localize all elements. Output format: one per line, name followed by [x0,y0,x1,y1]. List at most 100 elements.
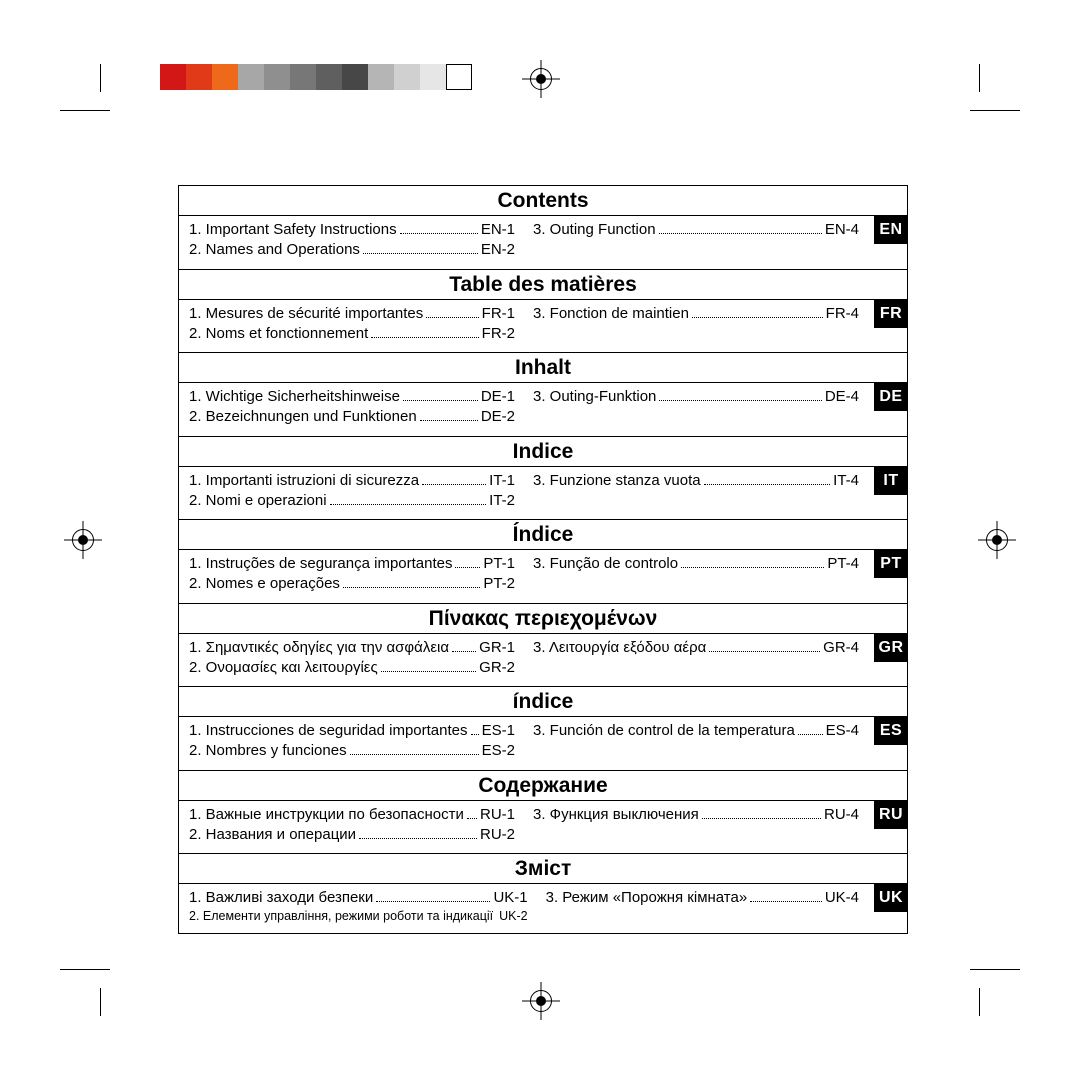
crop-mark [970,969,1020,970]
toc-entry-page: EN-2 [481,240,515,260]
toc-entry-label: 2. Noms et fonctionnement [189,324,368,344]
leader-dots [692,304,823,318]
crop-mark [60,969,110,970]
color-swatch [238,64,264,90]
toc-entry: 3. Режим «Порожня кімната»UK-4 [546,888,859,908]
toc-column-right: 3. Função de controlo PT-4 [533,554,859,595]
toc-entry-page: ES-2 [482,741,515,761]
toc-entry-label: 1. Важливі заходи безпеки [189,888,373,908]
color-swatch [446,64,472,90]
leader-dots [371,324,478,338]
toc-entry-label: 2. Ονομασίες και λειτουργίες [189,658,378,678]
toc-entry-label: 1. Important Safety Instructions [189,220,397,240]
toc-column-left: 1. Importanti istruzioni di sicurezzaIT-… [189,471,515,512]
crop-mark [979,64,980,92]
toc-entry-page: ES-4 [826,721,859,741]
toc-entry-page: PT-1 [483,554,515,574]
toc-entry-page: GR-4 [823,638,859,658]
toc-entry-page: IT-2 [489,491,515,511]
section-title: Table des matières [179,270,907,300]
toc-section-uk: ЗмістUK1. Важливі заходи безпекиUK-12. Е… [178,853,908,934]
toc-entry: 2. Nomes e operaçõesPT-2 [189,574,515,594]
toc-entry-page: RU-1 [480,805,515,825]
section-title: Indice [179,437,907,467]
section-body: 1. Wichtige SicherheitshinweiseDE-12. Be… [179,383,907,436]
color-swatch [316,64,342,90]
leader-dots [659,388,821,402]
registration-mark-bottom [528,988,554,1014]
toc-column-left: 1. Instrucciones de seguridad importante… [189,721,515,762]
toc-section-ru: СодержаниеRU1. Важные инструкции по безо… [178,770,908,854]
leader-dots [709,638,820,652]
toc-entry-page: ES-1 [482,721,515,741]
calibration-color-bar [160,64,472,90]
toc-entry: 3. Функция выключенияRU-4 [533,805,859,825]
leader-dots [702,805,821,819]
toc-entry-label: 3. Outing Function [533,220,656,240]
toc-entry: 2. Названия и операцииRU-2 [189,825,515,845]
toc-entry-label: 1. Instruções de segurança importantes [189,554,452,574]
toc-entry-page: RU-2 [480,825,515,845]
registration-mark-top [528,66,554,92]
toc-entry: 1. Σημαντικές οδηγίες για την ασφάλειαGR… [189,638,515,658]
toc-entry-label: 3. Função de controlo [533,554,678,574]
toc-entry: 2. Елементи управління, режими роботи та… [189,908,528,925]
toc-entry-label: 2. Nomes e operações [189,574,340,594]
leader-dots [350,742,479,756]
crop-mark [60,110,110,111]
crop-mark [979,988,980,1016]
color-swatch [212,64,238,90]
toc-page: ContentsEN1. Important Safety Instructio… [178,185,908,934]
leader-dots [426,304,478,318]
toc-entry-label: 3. Режим «Порожня кімната» [546,888,748,908]
toc-entry: 1. Wichtige SicherheitshinweiseDE-1 [189,387,515,407]
toc-entry-page: FR-2 [482,324,515,344]
toc-column-right: 3. Λειτουργία εξόδου αέραGR-4 [533,638,859,679]
toc-entry: 2. Nombres y funciones ES-2 [189,741,515,761]
toc-column-left: 1. Important Safety InstructionsEN-12. N… [189,220,515,261]
section-title: Зміст [179,854,907,884]
leader-dots [471,722,479,736]
toc-entry-page: UK-2 [499,908,527,925]
toc-section-de: InhaltDE1. Wichtige SicherheitshinweiseD… [178,352,908,436]
leader-dots [704,471,831,485]
section-body: 1. Важливі заходи безпекиUK-12. Елементи… [179,884,907,933]
toc-entry-label: 1. Σημαντικές οδηγίες για την ασφάλεια [189,638,449,658]
toc-column-left: 1. Важные инструкции по безопасностиRU-1… [189,805,515,846]
toc-column-right: 3. Режим «Порожня кімната»UK-4 [546,888,859,925]
leader-dots [330,491,487,505]
toc-entry-page: RU-4 [824,805,859,825]
leader-dots [420,408,478,422]
toc-entry-page: EN-4 [825,220,859,240]
toc-entry-label: 3. Funzione stanza vuota [533,471,701,491]
toc-entry-label: 2. Nombres y funciones [189,741,347,761]
toc-entry: 1. Important Safety Instructions EN-1 [189,220,515,240]
section-title: Inhalt [179,353,907,383]
section-title: Πίνακας περιεχομένων [179,604,907,634]
crop-mark [100,988,101,1016]
leader-dots [381,658,476,672]
toc-entry-label: 2. Елементи управління, режими роботи та… [189,908,493,925]
toc-entry: 3. Función de control de la temperaturaE… [533,721,859,741]
toc-entry: 2. Noms et fonctionnement FR-2 [189,324,515,344]
leader-dots [400,221,478,235]
color-swatch [420,64,446,90]
toc-entry: 3. Função de controlo PT-4 [533,554,859,574]
color-swatch [186,64,212,90]
toc-column-left: 1. Instruções de segurança importantes PT… [189,554,515,595]
section-title: Índice [179,520,907,550]
registration-mark-left [70,527,96,553]
section-body: 1. Important Safety InstructionsEN-12. N… [179,216,907,269]
toc-entry-page: FR-4 [826,304,859,324]
leader-dots [422,471,486,485]
toc-entry-page: PT-4 [827,554,859,574]
leader-dots [467,805,477,819]
toc-entry-page: EN-1 [481,220,515,240]
section-body: 1. Mesures de sécurité importantesFR-12.… [179,300,907,353]
toc-entry-page: DE-4 [825,387,859,407]
toc-entry-label: 2. Bezeichnungen und Funktionen [189,407,417,427]
toc-entry-label: 3. Outing-Funktion [533,387,656,407]
section-body: 1. Важные инструкции по безопасностиRU-1… [179,801,907,854]
toc-column-right: 3. Fonction de maintienFR-4 [533,304,859,345]
toc-entry: 1. Instrucciones de seguridad importante… [189,721,515,741]
